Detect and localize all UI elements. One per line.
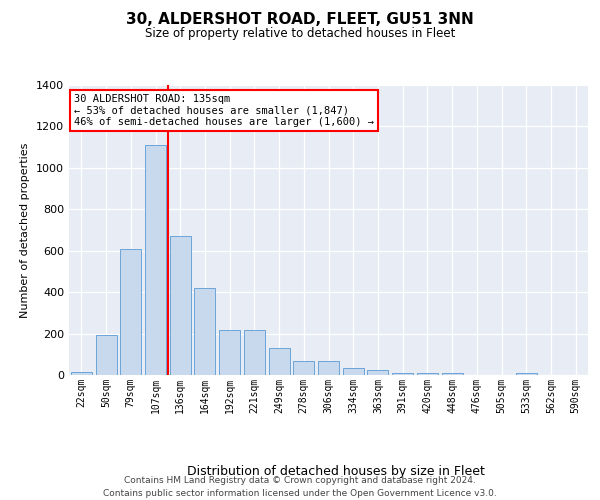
Bar — [219, 330, 240, 375]
Bar — [194, 288, 215, 375]
Text: Contains HM Land Registry data © Crown copyright and database right 2024.
Contai: Contains HM Land Registry data © Crown c… — [103, 476, 497, 498]
Bar — [318, 360, 339, 375]
Bar — [343, 368, 364, 375]
Bar — [417, 372, 438, 375]
Text: 30 ALDERSHOT ROAD: 135sqm
← 53% of detached houses are smaller (1,847)
46% of se: 30 ALDERSHOT ROAD: 135sqm ← 53% of detac… — [74, 94, 374, 127]
Bar — [269, 348, 290, 375]
Text: Size of property relative to detached houses in Fleet: Size of property relative to detached ho… — [145, 28, 455, 40]
Bar — [367, 370, 388, 375]
Y-axis label: Number of detached properties: Number of detached properties — [20, 142, 31, 318]
Text: 30, ALDERSHOT ROAD, FLEET, GU51 3NN: 30, ALDERSHOT ROAD, FLEET, GU51 3NN — [126, 12, 474, 28]
Bar — [244, 330, 265, 375]
Bar — [120, 249, 141, 375]
Bar — [442, 374, 463, 375]
Bar — [516, 372, 537, 375]
Bar — [392, 372, 413, 375]
Bar — [95, 334, 116, 375]
Bar — [71, 372, 92, 375]
Bar — [145, 145, 166, 375]
Bar — [293, 360, 314, 375]
Text: Distribution of detached houses by size in Fleet: Distribution of detached houses by size … — [187, 464, 485, 477]
Bar — [170, 236, 191, 375]
